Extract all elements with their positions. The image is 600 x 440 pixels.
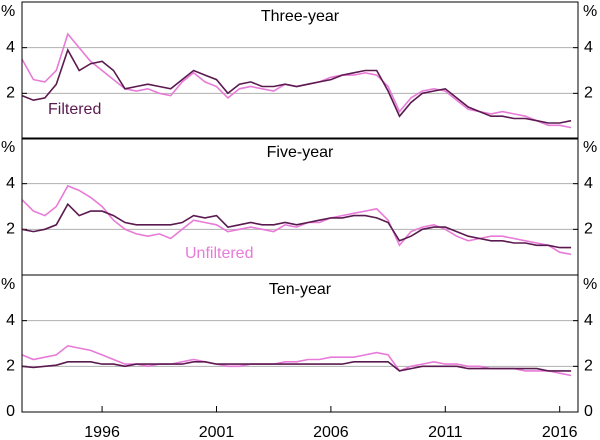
y-tick-label: 4 [584,312,593,329]
x-tick-label: 2006 [313,424,349,440]
y-axis-label: % [1,276,15,293]
y-tick-label: 2 [6,85,15,102]
panel-frame [21,274,579,413]
y-tick-label: 4 [584,175,593,192]
panel-title: Ten-year [269,281,332,298]
panel-title: Five-year [267,144,334,161]
y-tick-label: 0 [6,403,15,420]
y-tick-label: 2 [584,358,593,375]
series-line [21,361,572,372]
y-axis-label: % [1,3,15,20]
series-line [21,202,572,249]
x-tick-label: 1996 [84,424,120,440]
series-line [21,184,572,256]
y-tick-label: 4 [6,312,15,329]
y-tick-label: 2 [584,221,593,238]
series-label: Unfiltered [185,245,253,262]
y-tick-label: 2 [6,358,15,375]
series-line [21,48,572,124]
y-tick-label: 2 [584,85,593,102]
y-axis-label: % [583,139,597,156]
y-axis-label: % [583,3,597,20]
y-tick-label: 4 [6,39,15,56]
y-tick-label: 2 [6,221,15,238]
y-axis-label: % [1,139,15,156]
series-label: Filtered [48,101,101,118]
panel-frame [21,1,579,140]
y-tick-label: 4 [584,39,593,56]
panel-title: Three-year [261,8,340,25]
x-tick-label: 2001 [199,424,235,440]
series-line [21,344,572,377]
y-tick-label: 4 [6,175,15,192]
y-tick-label: 0 [584,403,593,420]
x-tick-label: 2011 [428,424,463,440]
y-axis-label: % [583,276,597,293]
x-tick-label: 2016 [542,424,578,440]
